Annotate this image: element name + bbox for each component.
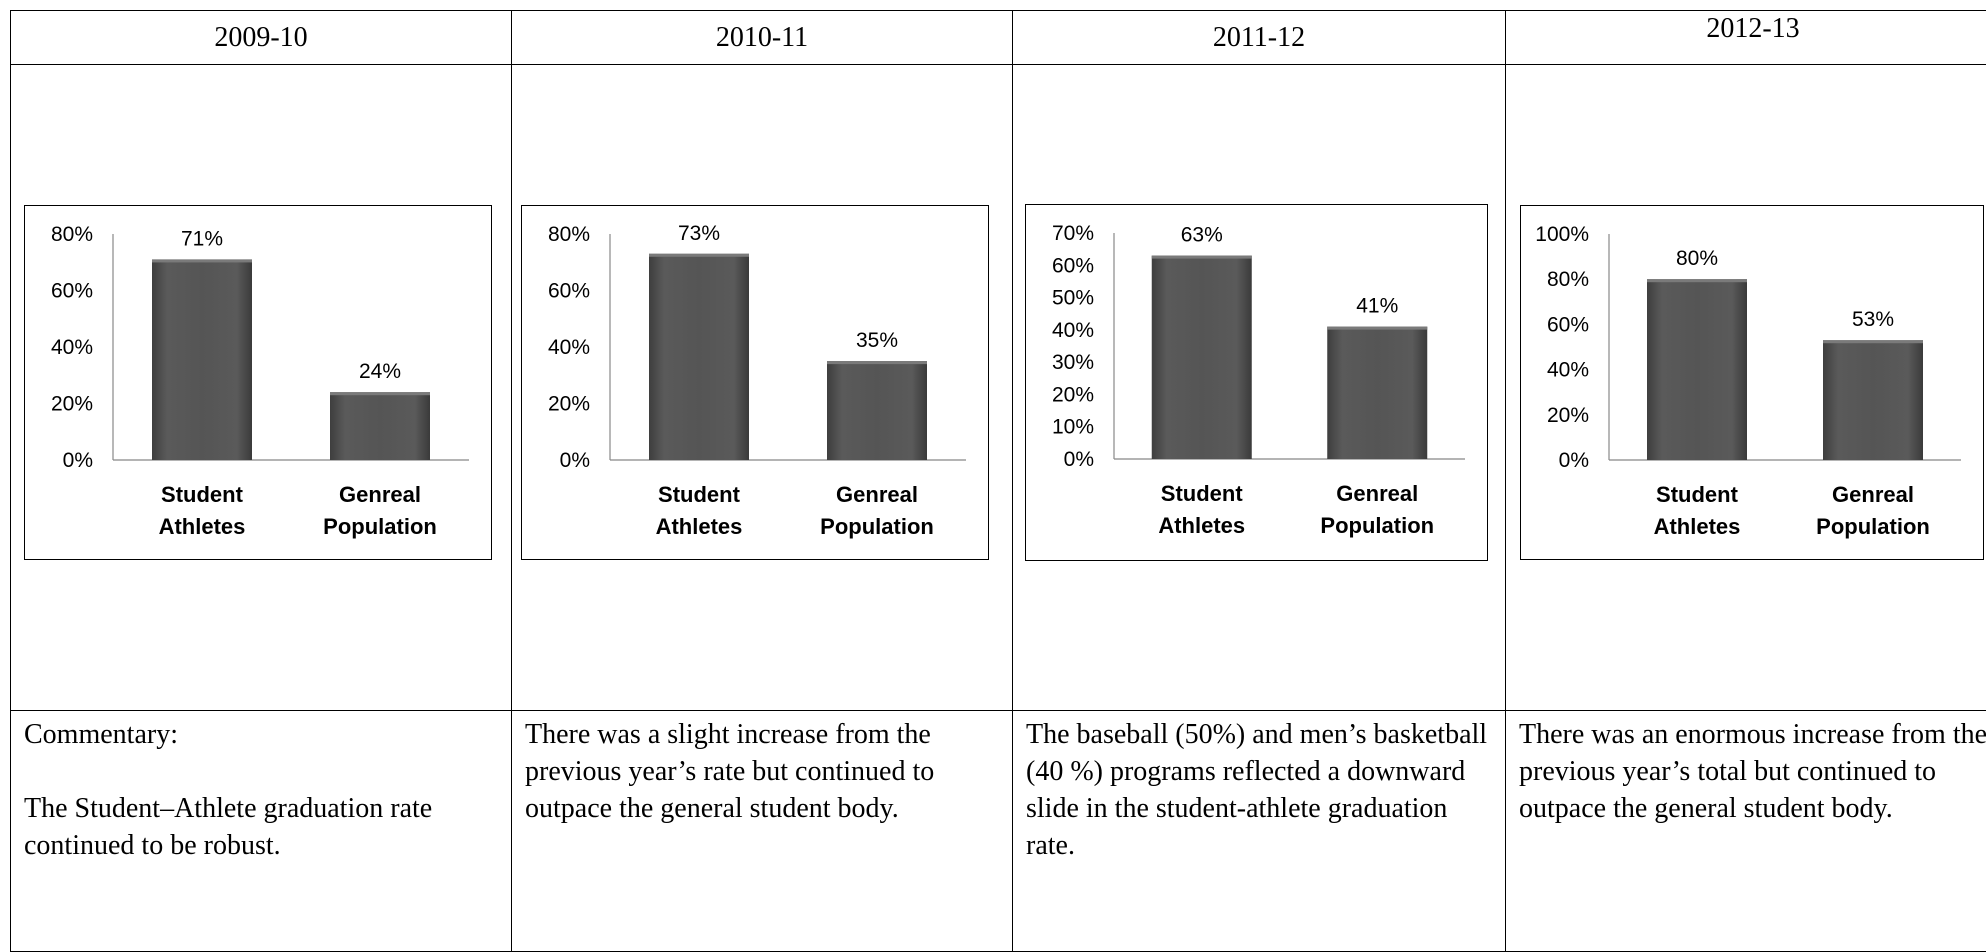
data-label: 41%	[1356, 295, 1398, 318]
chart-2011-12: 0% 10% 20% 30% 40% 50% 60% 70% 63% Student Athlete…	[1025, 204, 1488, 561]
x-category-label: Genreal	[1336, 481, 1418, 506]
x-category-label: Genreal	[836, 482, 918, 507]
data-label: 24%	[359, 360, 401, 383]
y-tick-label: 70%	[1052, 222, 1094, 245]
commentary-text: There was a slight increase from the pre…	[525, 716, 1004, 827]
x-category-label: Genreal	[339, 482, 421, 507]
bar-bevel	[1823, 340, 1923, 343]
bar-bevel	[1152, 256, 1252, 259]
graduation-rate-table: 2009-10 2010-11 2011-12 2012-13 0% 20% 40%…	[10, 10, 1986, 952]
bar-bevel	[330, 392, 430, 395]
data-label: 71%	[181, 227, 223, 250]
year-header: 2012-13	[1506, 11, 1986, 65]
chart-row: 0% 20% 40% 60% 80% 71% Student Athletes 24% Genre…	[11, 65, 1986, 711]
chart-cell: 0% 10% 20% 30% 40% 50% 60% 70% 63% Student Athlete…	[1013, 65, 1506, 711]
bar	[1327, 327, 1427, 459]
commentary-heading: Commentary:	[24, 716, 503, 753]
x-category-label: Student	[1161, 481, 1244, 506]
y-tick-label: 50%	[1052, 287, 1094, 310]
y-tick-label: 60%	[548, 280, 590, 303]
y-tick-label: 0%	[63, 449, 93, 472]
chart-2012-13: 0% 20% 40% 60% 80% 100% 80% Student Athletes 53% G…	[1520, 205, 1984, 560]
data-label: 73%	[678, 222, 720, 245]
bar	[827, 361, 927, 460]
y-tick-label: 60%	[51, 280, 93, 303]
year-header: 2010-11	[512, 11, 1013, 65]
y-tick-label: 0%	[560, 449, 590, 472]
bar	[1823, 340, 1923, 460]
y-tick-label: 40%	[51, 336, 93, 359]
bar-bevel	[1647, 279, 1747, 282]
x-category-label: Athletes	[1158, 513, 1245, 538]
bar-bevel	[152, 259, 252, 262]
bar	[330, 392, 430, 460]
bar	[1647, 279, 1747, 460]
data-label: 63%	[1181, 224, 1223, 247]
x-category-label: Athletes	[159, 514, 246, 539]
y-tick-label: 0%	[1559, 449, 1589, 472]
commentary-cell: The baseball (50%) and men’s basketball …	[1013, 711, 1506, 952]
x-category-label: Athletes	[656, 514, 743, 539]
year-header: 2009-10	[11, 11, 512, 65]
x-category-label: Population	[1816, 514, 1930, 539]
bar	[152, 259, 252, 460]
y-tick-label: 40%	[1052, 319, 1094, 342]
commentary-row: Commentary: The Student–Athlete graduati…	[11, 711, 1986, 952]
commentary-cell: Commentary: The Student–Athlete graduati…	[11, 711, 512, 952]
y-tick-label: 0%	[1064, 448, 1094, 471]
bar	[1152, 256, 1252, 459]
chart-cell: 0% 20% 40% 60% 80% 73% Student Athletes 35% Genre…	[512, 65, 1013, 711]
y-tick-label: 20%	[1052, 383, 1094, 406]
y-tick-label: 100%	[1535, 223, 1589, 246]
x-category-label: Student	[161, 482, 244, 507]
commentary-text: The Student–Athlete graduation rate cont…	[24, 790, 503, 864]
x-category-label: Athletes	[1654, 514, 1741, 539]
commentary-text: There was an enormous increase from the …	[1519, 716, 1986, 827]
x-category-label: Student	[658, 482, 741, 507]
x-category-label: Population	[323, 514, 437, 539]
y-tick-label: 60%	[1547, 313, 1589, 336]
y-tick-label: 80%	[51, 223, 93, 246]
commentary-cell: There was an enormous increase from the …	[1506, 711, 1986, 952]
y-tick-label: 80%	[1547, 268, 1589, 291]
y-tick-label: 60%	[1052, 254, 1094, 277]
chart-2009-10: 0% 20% 40% 60% 80% 71% Student Athletes 24% Genre…	[24, 205, 492, 560]
x-category-label: Genreal	[1832, 482, 1914, 507]
x-category-label: Student	[1656, 482, 1739, 507]
y-tick-label: 20%	[51, 393, 93, 416]
y-tick-label: 40%	[1547, 359, 1589, 382]
commentary-cell: There was a slight increase from the pre…	[512, 711, 1013, 952]
bar-bevel	[649, 254, 749, 257]
data-label: 80%	[1676, 247, 1718, 270]
y-tick-label: 80%	[548, 223, 590, 246]
chart-2010-11: 0% 20% 40% 60% 80% 73% Student Athletes 35% Genre…	[521, 205, 989, 560]
data-label: 35%	[856, 329, 898, 352]
header-row: 2009-10 2010-11 2011-12 2012-13	[11, 11, 1986, 65]
x-category-label: Population	[1320, 513, 1434, 538]
y-tick-label: 10%	[1052, 416, 1094, 439]
y-tick-label: 30%	[1052, 351, 1094, 374]
x-category-label: Population	[820, 514, 934, 539]
bar-bevel	[1327, 327, 1427, 330]
commentary-text: The baseball (50%) and men’s basketball …	[1026, 716, 1497, 864]
y-tick-label: 20%	[548, 393, 590, 416]
bar	[649, 254, 749, 460]
y-tick-label: 20%	[1547, 404, 1589, 427]
data-label: 53%	[1852, 308, 1894, 331]
year-header: 2011-12	[1013, 11, 1506, 65]
chart-cell: 0% 20% 40% 60% 80% 100% 80% Student Athletes 53% G…	[1506, 65, 1986, 711]
chart-cell: 0% 20% 40% 60% 80% 71% Student Athletes 24% Genre…	[11, 65, 512, 711]
bar-bevel	[827, 361, 927, 364]
y-tick-label: 40%	[548, 336, 590, 359]
